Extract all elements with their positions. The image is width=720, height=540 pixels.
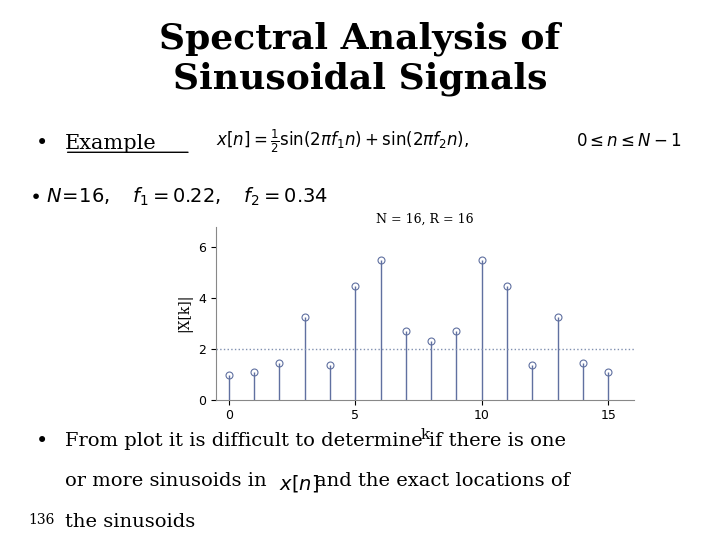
X-axis label: k: k bbox=[420, 428, 429, 442]
Text: $\bullet\;N\!=\!16,\quad f_1=0.22,\quad f_2=0.34$: $\bullet\;N\!=\!16,\quad f_1=0.22,\quad … bbox=[29, 186, 328, 208]
Text: and the exact locations of: and the exact locations of bbox=[315, 472, 570, 490]
Text: or more sinusoids in: or more sinusoids in bbox=[65, 472, 273, 490]
Text: •: • bbox=[36, 432, 48, 451]
Text: From plot it is difficult to determine if there is one: From plot it is difficult to determine i… bbox=[65, 432, 566, 450]
Text: the sinusoids: the sinusoids bbox=[65, 513, 195, 531]
Y-axis label: |X[k]|: |X[k]| bbox=[178, 294, 193, 333]
Title: N = 16, R = 16: N = 16, R = 16 bbox=[376, 213, 474, 226]
Text: 136: 136 bbox=[29, 512, 55, 526]
Text: Example: Example bbox=[65, 133, 156, 153]
Text: $0\leq n \leq N-1$: $0\leq n \leq N-1$ bbox=[576, 133, 682, 150]
Text: $x[n]=\frac{1}{2}\sin(2\pi f_1 n)+\sin(2\pi f_2 n),$: $x[n]=\frac{1}{2}\sin(2\pi f_1 n)+\sin(2… bbox=[216, 128, 469, 155]
Text: •: • bbox=[36, 133, 48, 153]
Text: $x[n]$: $x[n]$ bbox=[279, 472, 319, 494]
Text: Spectral Analysis of
Sinusoidal Signals: Spectral Analysis of Sinusoidal Signals bbox=[159, 22, 561, 96]
